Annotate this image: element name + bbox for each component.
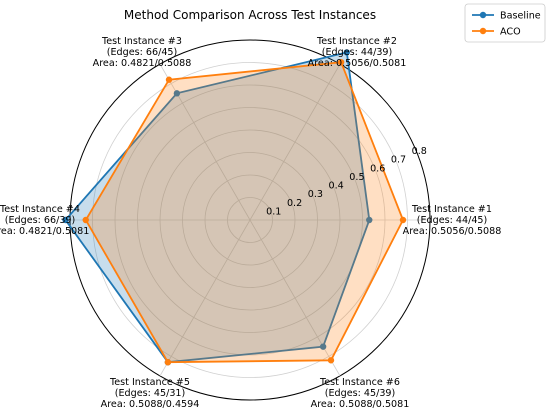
series-fill-baseline xyxy=(65,52,370,363)
data-point-baseline xyxy=(343,49,350,56)
data-point-aco xyxy=(165,76,173,83)
data-point-aco xyxy=(337,58,345,66)
data-point-baseline xyxy=(319,343,327,350)
category-label: Test Instance #1 (Edges: 44/45) Area: 0.50… xyxy=(403,204,502,237)
data-point-aco xyxy=(399,216,407,224)
radial-tick-label: 0.7 xyxy=(391,155,406,166)
data-point-aco xyxy=(164,359,172,366)
radial-tick-label: 0.6 xyxy=(370,163,385,174)
legend-marker xyxy=(479,27,487,35)
category-label: Test Instance #4 (Edges: 66/39) Area: 0.48… xyxy=(0,204,89,237)
radial-tick-label: 0.8 xyxy=(412,146,427,157)
data-point-baseline xyxy=(173,90,181,97)
legend-marker xyxy=(479,11,487,19)
category-label: Test Instance #2 (Edges: 44/39) Area: 0.50… xyxy=(308,36,407,69)
chart-title: Method Comparison Across Test Instances xyxy=(124,8,376,22)
radial-tick-label: 0.1 xyxy=(266,206,281,217)
grid-spoke xyxy=(159,63,251,221)
grid-spoke xyxy=(249,219,341,377)
legend-label: ACO xyxy=(500,27,521,38)
data-point-aco xyxy=(82,216,89,224)
legend: Baseline ACO xyxy=(464,3,546,43)
data-point-baseline xyxy=(366,216,373,224)
category-label: Test Instance #5 (Edges: 45/31) Area: 0.50… xyxy=(101,377,200,410)
radial-tick-label: 0.2 xyxy=(287,198,302,209)
grid-spoke xyxy=(159,219,251,377)
category-label: Test Instance #3 (Edges: 66/45) Area: 0.48… xyxy=(93,36,192,69)
radial-tick-label: 0.5 xyxy=(349,172,364,183)
data-point-aco xyxy=(327,357,335,364)
legend-label: Baseline xyxy=(500,11,541,22)
data-point-baseline xyxy=(62,216,69,224)
grid-spoke xyxy=(249,63,341,221)
category-label: Test Instance #6 (Edges: 45/39) Area: 0.50… xyxy=(311,377,410,410)
radial-tick-label: 0.3 xyxy=(308,189,323,200)
series-fill-aco xyxy=(85,62,404,363)
radial-tick-label: 0.4 xyxy=(329,181,344,192)
